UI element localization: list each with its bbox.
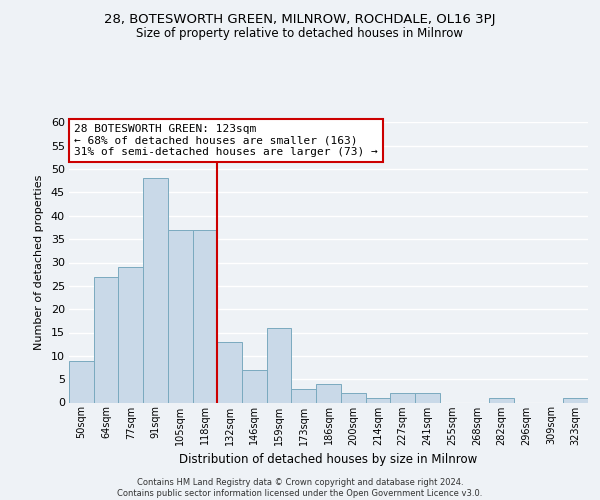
- Y-axis label: Number of detached properties: Number of detached properties: [34, 175, 44, 350]
- Text: 28, BOTESWORTH GREEN, MILNROW, ROCHDALE, OL16 3PJ: 28, BOTESWORTH GREEN, MILNROW, ROCHDALE,…: [104, 12, 496, 26]
- Bar: [489, 398, 514, 402]
- Bar: [415, 393, 440, 402]
- Bar: [341, 393, 365, 402]
- Bar: [365, 398, 390, 402]
- Bar: [316, 384, 341, 402]
- Bar: [267, 328, 292, 402]
- Bar: [94, 276, 118, 402]
- Bar: [168, 230, 193, 402]
- Text: Size of property relative to detached houses in Milnrow: Size of property relative to detached ho…: [137, 28, 464, 40]
- Bar: [193, 230, 217, 402]
- Bar: [118, 267, 143, 402]
- Bar: [292, 388, 316, 402]
- X-axis label: Distribution of detached houses by size in Milnrow: Distribution of detached houses by size …: [179, 453, 478, 466]
- Bar: [390, 393, 415, 402]
- Text: 28 BOTESWORTH GREEN: 123sqm
← 68% of detached houses are smaller (163)
31% of se: 28 BOTESWORTH GREEN: 123sqm ← 68% of det…: [74, 124, 378, 157]
- Text: Contains HM Land Registry data © Crown copyright and database right 2024.
Contai: Contains HM Land Registry data © Crown c…: [118, 478, 482, 498]
- Bar: [143, 178, 168, 402]
- Bar: [69, 360, 94, 403]
- Bar: [242, 370, 267, 402]
- Bar: [563, 398, 588, 402]
- Bar: [217, 342, 242, 402]
